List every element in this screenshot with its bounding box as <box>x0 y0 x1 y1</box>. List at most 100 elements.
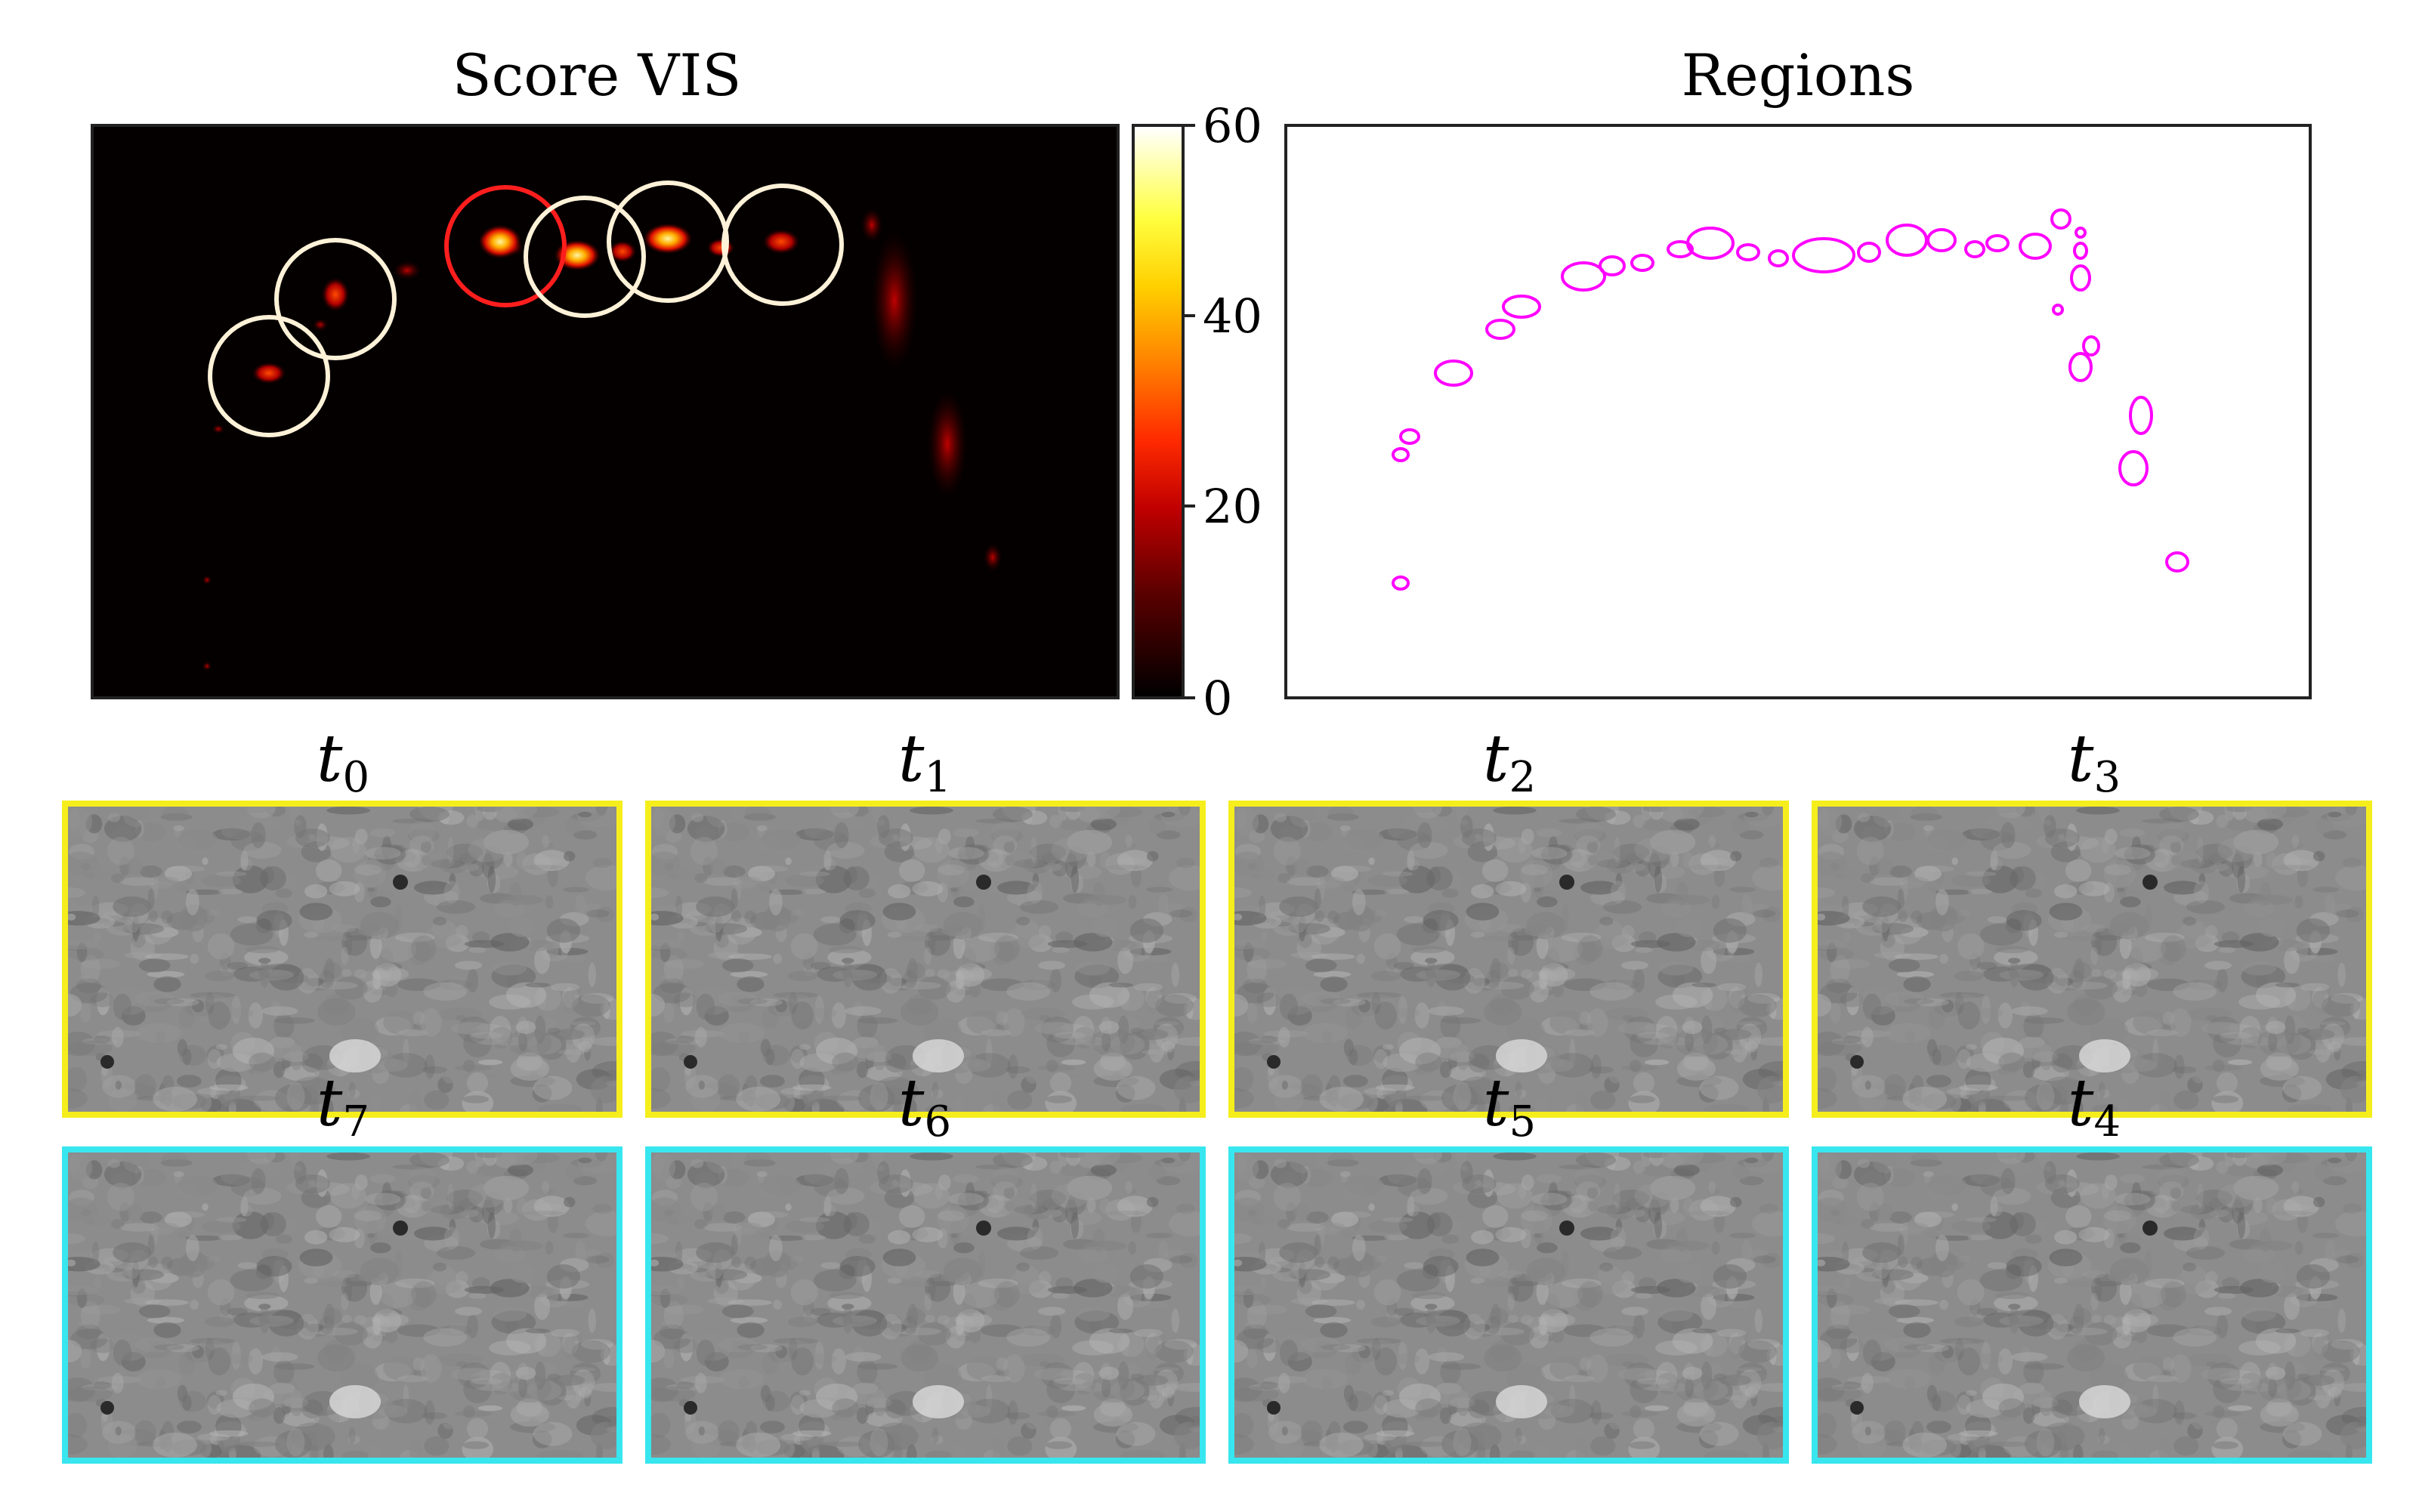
texture-blob <box>1493 807 1537 815</box>
texture-blob <box>1588 855 1597 866</box>
texture-blob <box>209 1430 249 1437</box>
texture-blob <box>1052 1293 1070 1299</box>
texture-blob <box>1876 912 1890 933</box>
colorbar <box>1132 124 1185 699</box>
texture-blob <box>306 1323 324 1333</box>
texture-blob <box>762 1351 779 1375</box>
texture-blob <box>317 1344 356 1372</box>
texture-blob <box>1898 1256 1908 1268</box>
texture-blob <box>185 1235 223 1241</box>
texture-blob <box>1234 1293 1271 1307</box>
frame-label-t3: t3 <box>2067 721 2121 802</box>
texture-blob <box>728 1299 772 1306</box>
texture-blob <box>1902 1432 1947 1458</box>
texture-blob <box>1877 1203 1893 1221</box>
texture-blob <box>879 1314 902 1340</box>
texture-blob <box>1461 1174 1497 1194</box>
texture-blob <box>1957 1395 1971 1415</box>
texture-blob <box>1818 947 1854 961</box>
texture-blob <box>1128 1241 1137 1255</box>
texture-blob <box>1995 946 2029 954</box>
texture-blob <box>651 1041 696 1056</box>
texture-blob <box>1471 884 1494 899</box>
texture-blob <box>1999 969 2044 981</box>
detection-circle <box>721 184 844 306</box>
texture-blob <box>423 982 468 1001</box>
texture-blob <box>1978 1101 1986 1112</box>
texture-blob <box>1032 1322 1049 1335</box>
texture-blob <box>1395 1447 1403 1458</box>
texture-blob <box>326 807 370 815</box>
dark-spot <box>1559 875 1574 890</box>
texture-blob <box>1693 1381 1729 1401</box>
texture-blob <box>2010 1212 2036 1236</box>
texture-blob <box>1382 1044 1395 1051</box>
texture-blob <box>1003 841 1015 853</box>
frame-label-t6: t6 <box>897 1066 952 1146</box>
texture-blob <box>901 1344 939 1372</box>
hotspot <box>322 278 349 311</box>
texture-blob <box>136 995 172 1013</box>
colorbar-tick-20: 20 <box>1203 479 1262 534</box>
texture-blob <box>1997 1153 2025 1165</box>
texture-blob <box>130 1281 155 1307</box>
texture-blob <box>2056 977 2074 987</box>
texture-blob <box>1586 841 1599 853</box>
texture-blob <box>445 1279 470 1298</box>
texture-blob <box>1526 912 1565 940</box>
texture-blob <box>578 811 592 818</box>
texture-blob <box>1349 1048 1358 1066</box>
texture-blob <box>1089 1319 1101 1332</box>
hotspot <box>202 662 212 671</box>
hotspot <box>212 424 224 434</box>
texture-blob <box>1885 1168 1916 1187</box>
texture-blob <box>2321 986 2332 995</box>
texture-blob <box>1818 1245 1827 1254</box>
texture-blob <box>279 872 296 889</box>
texture-blob <box>2044 1165 2052 1172</box>
texture-blob <box>1016 916 1030 926</box>
texture-blob <box>2265 1020 2286 1034</box>
texture-blob <box>2328 1041 2341 1053</box>
texture-blob <box>499 1381 517 1388</box>
texture-blob <box>2266 852 2278 869</box>
texture-blob <box>2340 1037 2366 1046</box>
texture-blob <box>2312 1233 2339 1239</box>
texture-blob <box>1701 1293 1716 1320</box>
texture-blob <box>1413 807 1442 819</box>
texture-blob <box>831 1348 846 1375</box>
texture-blob <box>1005 1201 1014 1211</box>
texture-blob <box>68 1285 98 1296</box>
texture-blob <box>414 881 453 895</box>
texture-blob <box>1083 1035 1101 1042</box>
texture-blob <box>1531 1193 1568 1205</box>
texture-blob <box>2146 849 2180 872</box>
texture-blob <box>68 1066 88 1092</box>
texture-blob <box>1279 993 1299 1020</box>
texture-blob <box>1441 1017 1481 1024</box>
texture-blob <box>1954 970 1985 982</box>
texture-blob <box>2075 1318 2084 1343</box>
texture-blob <box>1382 871 1413 877</box>
texture-blob <box>590 1383 616 1392</box>
texture-blob <box>953 1242 975 1254</box>
texture-blob <box>1120 1449 1166 1458</box>
texture-blob <box>1296 935 1321 961</box>
texture-blob <box>663 1002 675 1023</box>
texture-blob <box>1101 1030 1111 1052</box>
texture-blob <box>2191 1406 2207 1430</box>
texture-blob <box>215 1044 228 1051</box>
texture-blob <box>1827 975 1842 981</box>
texture-blob <box>862 872 879 889</box>
texture-blob <box>179 1045 207 1066</box>
texture-blob <box>994 935 1020 962</box>
texture-blob <box>806 1445 820 1454</box>
texture-blob <box>937 1315 950 1325</box>
texture-blob <box>1911 807 1938 821</box>
texture-blob <box>551 1328 580 1338</box>
texture-blob <box>2097 1089 2110 1099</box>
texture-blob <box>2331 1338 2364 1350</box>
texture-blob <box>343 1331 373 1339</box>
texture-blob <box>102 1075 137 1098</box>
texture-blob <box>761 1175 801 1196</box>
